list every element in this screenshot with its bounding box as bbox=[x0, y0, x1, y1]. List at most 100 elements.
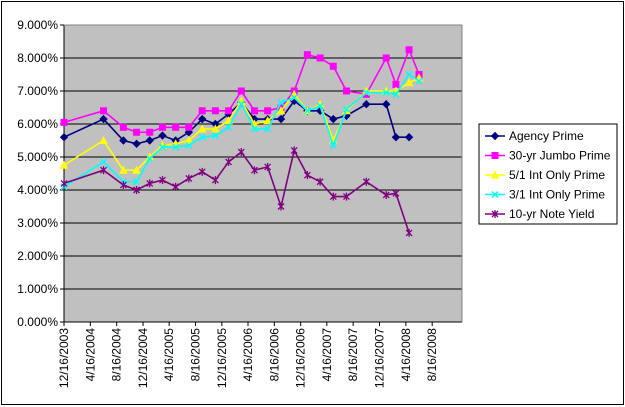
data-point bbox=[316, 54, 324, 62]
data-point bbox=[185, 141, 193, 149]
x-tick-label: 8/16/2005 bbox=[189, 328, 203, 382]
data-point bbox=[276, 114, 286, 124]
x-tick-label: 4/16/2006 bbox=[241, 328, 255, 382]
data-point bbox=[119, 165, 128, 174]
x-tick-label: 12/16/2007 bbox=[373, 328, 387, 388]
y-tick-label: 5.000% bbox=[17, 150, 58, 164]
data-point bbox=[100, 166, 107, 175]
data-point bbox=[264, 162, 272, 171]
data-point bbox=[264, 107, 272, 115]
data-point bbox=[184, 135, 194, 144]
legend-item: Agency Prime bbox=[485, 129, 584, 143]
data-point bbox=[491, 210, 499, 218]
y-tick-label: 0.000% bbox=[17, 315, 58, 329]
x-tick-label: 4/16/2008 bbox=[399, 328, 413, 382]
data-point bbox=[316, 102, 324, 110]
legend-label: 30-yr Jumbo Prime bbox=[509, 149, 611, 163]
data-point bbox=[197, 124, 207, 133]
data-point bbox=[132, 165, 141, 174]
data-point bbox=[250, 107, 258, 115]
data-point bbox=[99, 114, 108, 124]
x-tick-label: 4/16/2004 bbox=[83, 328, 97, 382]
x-tick-label: 4/16/2005 bbox=[162, 328, 176, 382]
data-point bbox=[405, 228, 413, 237]
data-point bbox=[381, 99, 391, 109]
series-3-1-int-only-prime bbox=[60, 70, 423, 191]
data-point bbox=[211, 176, 219, 185]
plot-area bbox=[64, 25, 462, 322]
data-point bbox=[362, 89, 370, 97]
legend-item: 10-yr Note Yield bbox=[485, 207, 594, 221]
data-point bbox=[362, 177, 370, 186]
x-tick-label: 8/16/2006 bbox=[267, 328, 281, 382]
x-tick-label: 12/16/2005 bbox=[215, 328, 229, 388]
data-point bbox=[237, 148, 245, 157]
x-tick-label: 4/16/2007 bbox=[320, 328, 334, 382]
data-point bbox=[404, 78, 414, 87]
data-point bbox=[391, 132, 401, 142]
data-point bbox=[158, 131, 167, 140]
data-point bbox=[132, 139, 141, 149]
data-point bbox=[382, 89, 390, 97]
data-point bbox=[491, 152, 499, 159]
data-point bbox=[405, 70, 413, 79]
data-point bbox=[172, 182, 180, 191]
data-point bbox=[119, 123, 127, 131]
x-axis-ticks: 12/16/2003 4/16/2004 8/16/2004 12/16/2004 4/… bbox=[57, 322, 439, 388]
data-point bbox=[237, 100, 245, 108]
data-point bbox=[237, 87, 245, 95]
x-tick-label: 8/16/2007 bbox=[346, 328, 360, 382]
data-point bbox=[145, 136, 154, 145]
data-point bbox=[303, 107, 311, 115]
data-point bbox=[405, 46, 413, 54]
data-point bbox=[316, 177, 324, 186]
y-tick-label: 1.000% bbox=[17, 282, 58, 296]
data-point bbox=[224, 116, 233, 125]
data-point bbox=[211, 124, 220, 133]
data-point bbox=[146, 179, 154, 188]
data-point bbox=[198, 107, 206, 115]
y-tick-label: 6.000% bbox=[17, 117, 58, 131]
legend-item: 5/1 Int Only Prime bbox=[485, 168, 605, 182]
y-tick-label: 9.000% bbox=[17, 18, 58, 32]
data-point bbox=[225, 157, 233, 166]
data-point bbox=[185, 174, 193, 183]
data-point bbox=[211, 107, 219, 115]
legend: Agency Prime 30-yr Jumbo Prime 5/1 Int Onl… bbox=[478, 123, 618, 225]
data-point bbox=[119, 181, 127, 190]
y-tick-label: 2.000% bbox=[17, 249, 58, 263]
y-tick-label: 8.000% bbox=[17, 51, 58, 65]
series-10-yr-note-yield bbox=[60, 146, 413, 237]
legend-label: 3/1 Int Only Prime bbox=[509, 188, 605, 202]
legend-item: 3/1 Int Only Prime bbox=[485, 188, 605, 202]
x-tick-label: 12/16/2006 bbox=[294, 328, 308, 388]
data-point bbox=[342, 87, 350, 95]
data-point bbox=[133, 178, 141, 186]
data-point bbox=[198, 114, 207, 124]
x-tick-label: 8/16/2008 bbox=[425, 328, 439, 382]
data-point bbox=[59, 132, 69, 142]
data-point bbox=[342, 105, 350, 113]
data-point bbox=[277, 202, 285, 211]
y-tick-label: 4.000% bbox=[17, 183, 58, 197]
data-point bbox=[172, 123, 180, 131]
data-point bbox=[382, 190, 390, 199]
data-point bbox=[276, 106, 286, 115]
data-point bbox=[60, 118, 68, 126]
data-point bbox=[133, 186, 141, 194]
y-axis-ticks: 0.000% 1.000% 2.000% 3.000% 4.000% 5.000% 6.00… bbox=[17, 18, 64, 329]
series-lines bbox=[59, 46, 424, 237]
data-point bbox=[264, 125, 272, 133]
x-tick-label: 12/16/2004 bbox=[136, 328, 150, 388]
data-point bbox=[158, 123, 166, 131]
axes bbox=[63, 24, 463, 323]
data-point bbox=[211, 132, 219, 140]
data-point bbox=[225, 107, 233, 115]
data-point bbox=[185, 123, 193, 131]
data-point bbox=[100, 107, 108, 115]
data-point bbox=[490, 131, 500, 141]
data-point bbox=[198, 167, 206, 176]
data-point bbox=[59, 160, 69, 169]
data-point bbox=[491, 190, 499, 199]
